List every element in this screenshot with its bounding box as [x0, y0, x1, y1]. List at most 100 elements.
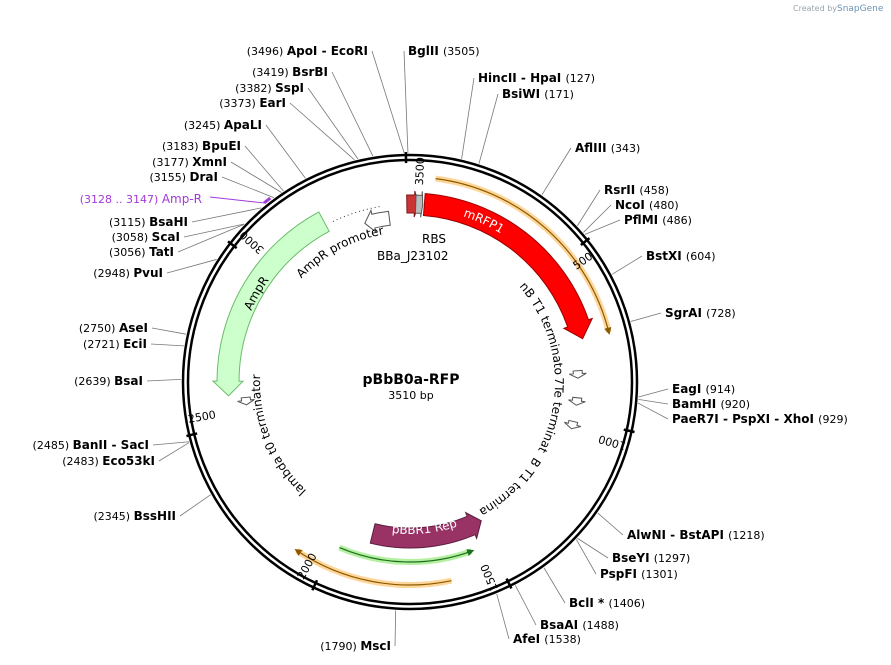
orange-arc-outer-line: [435, 178, 612, 335]
enzyme-leader: [331, 71, 374, 157]
enzyme-name: BclI *: [569, 596, 608, 610]
enzyme-position: (728): [706, 307, 736, 320]
enzyme-site-label[interactable]: (3382) SspI: [235, 81, 304, 95]
enzyme-name: AseI: [119, 321, 148, 335]
enzyme-site-label[interactable]: BseYI (1297): [612, 551, 690, 565]
terminator-glyph[interactable]: [237, 396, 255, 406]
enzyme-leader: [577, 189, 601, 226]
enzyme-leader: [638, 388, 669, 398]
enzyme-site-label[interactable]: SgrAI (728): [665, 306, 736, 320]
enzyme-name: ScaI: [152, 230, 180, 244]
enzyme-site-label[interactable]: (3056) TatI: [109, 245, 174, 259]
enzyme-position: (2721): [83, 338, 123, 351]
enzyme-name: BanII - SacI: [73, 438, 149, 452]
enzyme-name: TatI: [149, 245, 174, 259]
enzyme-site-label[interactable]: HincII - HpaI (127): [478, 71, 595, 85]
tick-mark: [580, 237, 591, 246]
enzyme-position: (1538): [544, 633, 581, 646]
enzyme-site-label[interactable]: AfeI (1538): [513, 632, 581, 646]
enzyme-leader: [166, 259, 217, 274]
enzyme-position: (343): [611, 142, 641, 155]
pbbr1-rep-feature[interactable]: [369, 511, 482, 549]
enzyme-site-label[interactable]: PaeR7I - PspXI - XhoI (929): [672, 412, 848, 426]
enzyme-site-label[interactable]: (2750) AseI: [79, 321, 148, 335]
enzyme-name: BsrBI: [292, 65, 328, 79]
enzyme-site-label[interactable]: BsiWI (171): [502, 87, 574, 101]
ampr-feature[interactable]: [211, 211, 330, 397]
enzyme-site-label[interactable]: (3373) EarI: [219, 96, 286, 110]
enzyme-site-label[interactable]: BsaAI (1488): [540, 618, 619, 632]
enzyme-site-label[interactable]: AflIII (343): [575, 141, 640, 155]
terminator-glyph[interactable]: [568, 396, 586, 406]
enzyme-name: BstXI: [646, 249, 686, 263]
enzyme-name: EagI: [672, 382, 706, 396]
enzyme-position: (914): [706, 383, 736, 396]
terminator-glyph[interactable]: [569, 369, 587, 379]
tick-mark: [505, 578, 513, 590]
enzyme-leader: [183, 223, 245, 238]
enzyme-site-label[interactable]: EagI (914): [672, 382, 735, 396]
enzyme-site-label[interactable]: BclI * (1406): [569, 596, 645, 610]
enzyme-site-label[interactable]: PspFI (1301): [600, 567, 678, 581]
primer-label: (3128 .. 3147) Amp-R: [80, 192, 202, 206]
enzyme-name: PspFI: [600, 567, 641, 581]
enzyme-site-label[interactable]: (2639) BsaI: [74, 374, 143, 388]
enzyme-position: (2639): [74, 375, 114, 388]
enzyme-position: (171): [544, 88, 574, 101]
enzyme-site-label[interactable]: (2948) PvuI: [93, 266, 163, 280]
tick-mark: [227, 240, 238, 250]
enzyme-position: (2483): [62, 455, 102, 468]
enzyme-leader: [394, 610, 397, 647]
enzyme-site-label[interactable]: (3245) ApaLI: [184, 118, 262, 132]
tick-label: 1500: [478, 562, 501, 593]
enzyme-position: (3496): [247, 45, 287, 58]
bba-label: BBa_J23102: [377, 249, 449, 263]
enzyme-site-label[interactable]: (1790) MscI: [320, 639, 391, 653]
enzyme-name: MscI: [360, 639, 391, 653]
enzyme-site-label[interactable]: (2485) BanII - SacI: [33, 438, 149, 452]
enzyme-site-label[interactable]: (3058) ScaI: [112, 230, 180, 244]
tick-label: 2500: [187, 408, 217, 426]
bba-promoter-feature[interactable]: [414, 191, 424, 218]
amp-r-primer[interactable]: (3128 .. 3147) Amp-R: [80, 192, 272, 206]
enzyme-name: AfeI: [513, 632, 544, 646]
enzyme-leader: [514, 585, 537, 626]
mrfp1-feature[interactable]: [422, 193, 594, 340]
tick-mark: [311, 579, 319, 591]
enzyme-leader: [638, 399, 669, 405]
enzyme-site-label[interactable]: (3183) BpuEI: [162, 139, 241, 153]
enzyme-site-label[interactable]: NcoI (480): [615, 198, 679, 212]
enzyme-site-label[interactable]: (3419) BsrBI: [252, 65, 328, 79]
snapgene-credit: Created by SnapGene: [793, 4, 884, 14]
enzyme-position: (929): [818, 413, 848, 426]
enzyme-name: XmnI: [192, 155, 227, 169]
enzyme-site-label[interactable]: PflMI (486): [624, 213, 692, 227]
enzyme-leader: [611, 255, 643, 275]
enzyme-site-label[interactable]: BstXI (604): [646, 249, 716, 263]
enzyme-leader: [575, 539, 597, 575]
enzyme-site-label[interactable]: (3496) ApoI - EcoRI: [247, 44, 368, 58]
enzyme-name: PvuI: [133, 266, 163, 280]
enzyme-site-label[interactable]: AlwNI - BstAPI (1218): [627, 528, 765, 542]
terminator-glyph[interactable]: [564, 419, 581, 430]
green-arc-bottom-line: [339, 547, 475, 563]
lambda-t0-terminator-label: lambda t0 terminator: [249, 374, 309, 498]
enzyme-position: (3419): [252, 66, 292, 79]
enzyme-site-label[interactable]: (2721) EciI: [83, 337, 147, 351]
enzyme-leader: [577, 537, 609, 559]
enzyme-leader: [597, 512, 624, 536]
enzyme-site-label[interactable]: (3177) XmnI: [152, 155, 227, 169]
enzyme-site-label[interactable]: BglII (3505): [408, 44, 480, 58]
plasmid-size: 3510 bp: [388, 389, 433, 402]
enzyme-name: PflMI: [624, 213, 662, 227]
enzyme-site-label[interactable]: RsrII (458): [604, 183, 669, 197]
ampr-promoter-feature[interactable]: [364, 208, 391, 234]
enzyme-name: ApoI - EcoRI: [287, 44, 368, 58]
enzyme-site-label[interactable]: (2345) BssHII: [94, 509, 176, 523]
enzyme-site-label[interactable]: (3115) BsaHI: [109, 215, 188, 229]
enzyme-site-label[interactable]: (2483) Eco53kI: [62, 454, 155, 468]
enzyme-leader: [244, 145, 284, 192]
enzyme-site-label[interactable]: (3155) DraI: [149, 170, 218, 184]
enzyme-site-label[interactable]: BamHI (920): [672, 397, 750, 411]
enzyme-name: EciI: [123, 337, 147, 351]
